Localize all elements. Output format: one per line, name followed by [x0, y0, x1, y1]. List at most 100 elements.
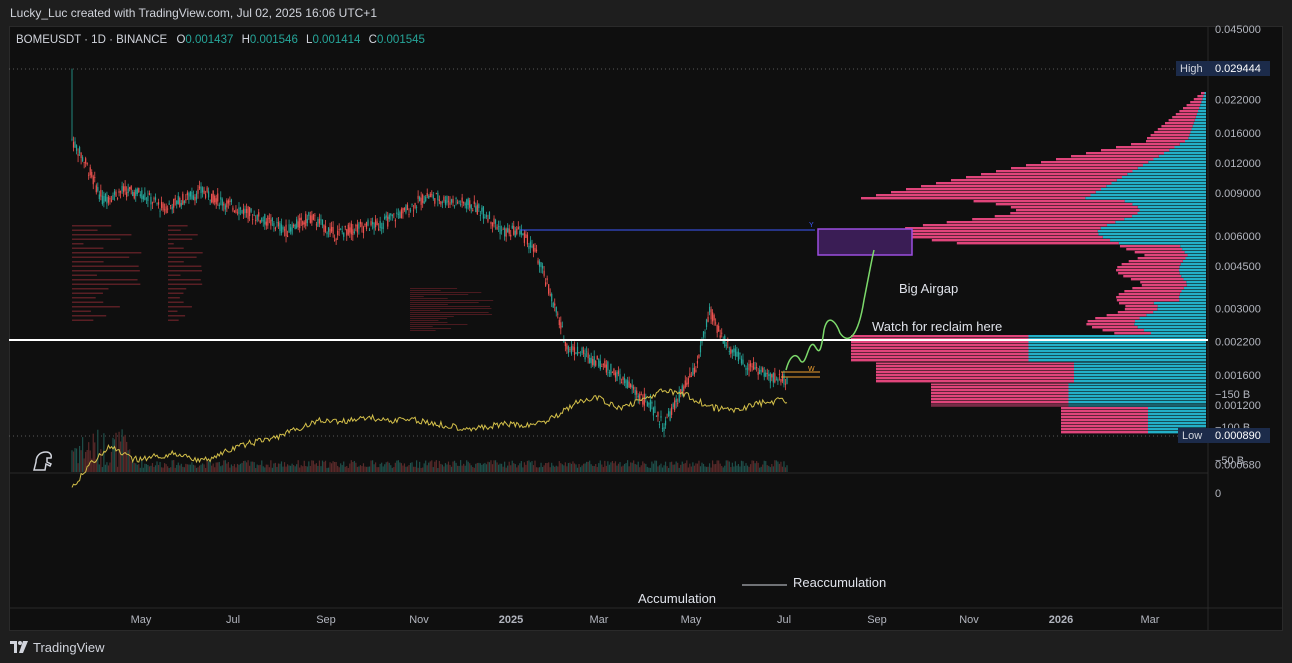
candle-body — [740, 358, 743, 364]
candle-body — [340, 229, 342, 231]
candle-body — [150, 196, 152, 205]
candle-body — [616, 371, 618, 382]
low-badge-label-bg — [1178, 428, 1210, 443]
volume-bar — [157, 464, 160, 472]
candle-body — [494, 219, 497, 224]
candle-body — [355, 225, 357, 227]
session-profile-row — [168, 265, 202, 267]
candle-body — [426, 193, 428, 197]
volume-bar — [299, 467, 301, 472]
vp-buy-row — [1137, 206, 1206, 209]
candle-body — [657, 411, 659, 417]
candle-body — [532, 244, 535, 252]
volume-bar — [139, 467, 141, 472]
vp-sell-row — [931, 395, 1069, 398]
session-profile-row — [72, 288, 109, 290]
candle-body — [109, 197, 111, 200]
candle-body — [475, 206, 477, 213]
volume-bar — [535, 467, 538, 472]
vp-buy-row — [1074, 380, 1206, 383]
candle-body — [576, 346, 579, 356]
candle-body — [484, 217, 486, 218]
session-profile-row — [168, 229, 181, 231]
candle-body — [409, 210, 412, 212]
tradingview-brand[interactable]: TradingView — [10, 640, 105, 655]
candle-body — [197, 189, 199, 194]
candle-body — [414, 203, 416, 209]
volume-bar — [428, 462, 430, 472]
volume-bar — [180, 463, 182, 472]
volume-bar — [707, 466, 709, 472]
candle-body — [252, 219, 254, 220]
volume-bar — [479, 463, 481, 472]
candle-body — [270, 219, 272, 226]
candle-body — [593, 356, 595, 366]
candle-body — [671, 407, 673, 415]
time-tick-label: Mar — [590, 614, 609, 626]
volume-bar — [123, 436, 125, 472]
candle-body — [599, 360, 601, 369]
candle-body — [259, 220, 261, 223]
dino-icon[interactable] — [33, 451, 53, 471]
vp-buy-row — [1137, 212, 1206, 215]
session-profile-row — [168, 288, 187, 290]
volume-bar — [570, 463, 573, 472]
vp-buy-row — [1190, 131, 1206, 134]
candle-body — [452, 198, 454, 203]
vp-sell-row — [1141, 284, 1187, 287]
chart-canvas[interactable] — [9, 26, 1283, 631]
volume-bar — [464, 465, 466, 472]
volume-bar — [417, 467, 419, 472]
candle-body — [708, 306, 711, 313]
candle-body — [702, 331, 705, 337]
volume-bar — [643, 463, 645, 472]
candle-body — [595, 360, 597, 366]
volume-bar — [174, 467, 176, 472]
vp-buy-row — [1028, 347, 1206, 350]
volume-bar — [763, 460, 765, 472]
volume-bar — [164, 463, 166, 472]
candle-body — [526, 234, 529, 245]
candle-body — [746, 368, 749, 370]
volume-bar — [646, 466, 648, 472]
volume-bar — [774, 460, 776, 472]
candle-body — [567, 346, 570, 353]
session-profile-row — [72, 225, 112, 227]
volume-bar — [481, 464, 483, 472]
candle-body — [428, 196, 430, 199]
volume-bar — [742, 461, 744, 472]
volume-bar — [100, 449, 102, 472]
candle-body — [206, 187, 208, 192]
volume-bar — [657, 466, 659, 472]
candle-body — [737, 351, 740, 362]
candle-body — [447, 200, 450, 202]
vp-buy-row — [1148, 407, 1206, 410]
volume-bar — [485, 464, 488, 472]
vp-buy-row — [1074, 368, 1206, 371]
volume-bar — [145, 464, 147, 472]
volume-bar — [411, 462, 413, 472]
candle-body — [627, 380, 629, 388]
volume-bar — [220, 466, 222, 472]
vp-sell-row — [1131, 143, 1180, 146]
candle-body — [253, 214, 255, 216]
vp-sell-row — [994, 215, 1133, 218]
volume-bar — [725, 460, 727, 472]
candle-body — [564, 341, 566, 347]
candle-body — [528, 245, 530, 249]
vp-sell-row — [1056, 158, 1154, 161]
candle-body — [710, 309, 712, 320]
candle-body — [558, 319, 560, 326]
candle-body — [98, 194, 100, 200]
candle-body — [446, 196, 448, 204]
session-profile-row — [72, 283, 141, 285]
vp-sell-row — [905, 227, 1101, 230]
candle-body — [690, 375, 692, 377]
candle-body — [189, 191, 192, 197]
candle-body — [412, 210, 415, 212]
volume-bar — [753, 460, 755, 472]
candle-body — [575, 352, 577, 354]
vp-buy-row — [1180, 245, 1206, 248]
vp-buy-row — [1174, 146, 1206, 149]
